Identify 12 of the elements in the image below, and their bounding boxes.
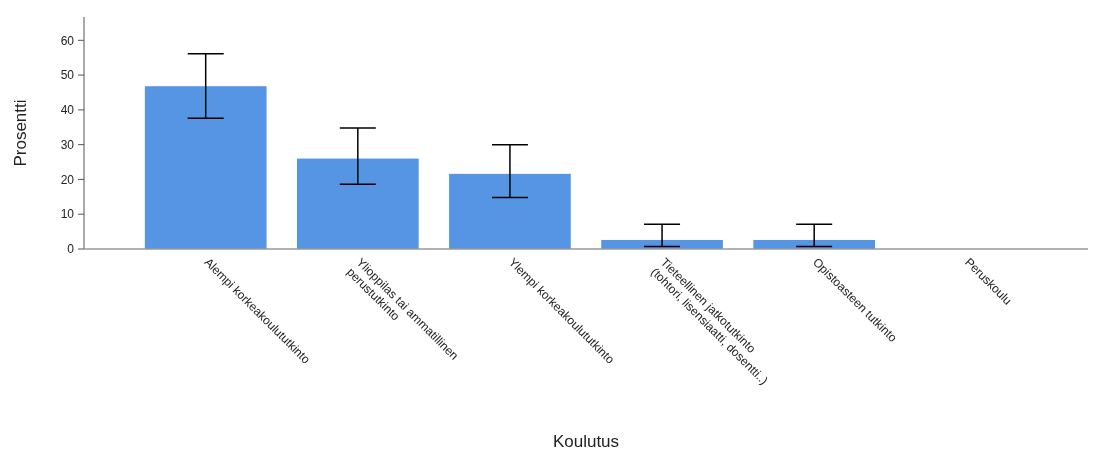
- bar: [296, 158, 419, 249]
- y-axis-title: Prosentti: [11, 99, 30, 167]
- y-tick-label: 20: [60, 172, 75, 187]
- x-axis-title: Koulutus: [552, 432, 620, 451]
- y-tick-label: 0: [67, 242, 75, 257]
- y-tick-label: 30: [60, 137, 75, 152]
- y-tick-label: 60: [60, 33, 75, 48]
- y-tick-label: 50: [60, 68, 75, 83]
- bar: [449, 173, 571, 249]
- bar: [144, 86, 267, 249]
- y-tick-label: 40: [60, 103, 75, 118]
- y-tick-label: 10: [60, 207, 75, 222]
